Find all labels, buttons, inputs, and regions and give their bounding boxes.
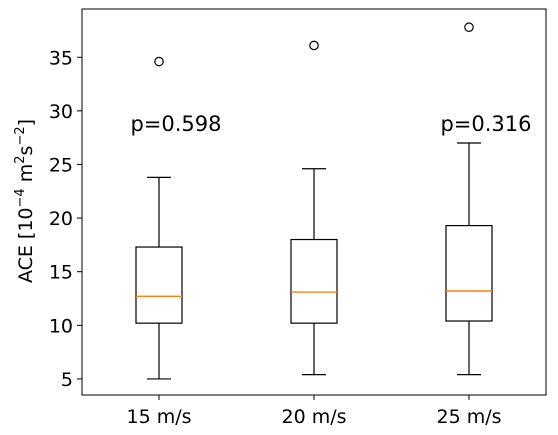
- x-tick-label: 25 m/s: [436, 406, 501, 428]
- box-group-0: [135, 56, 183, 380]
- p-value-annotation: p=0.598: [130, 112, 221, 136]
- y-axis-label-mid: m: [15, 164, 37, 189]
- y-tick-label: 25: [49, 154, 73, 176]
- y-axis-label-exp2: 2: [13, 155, 28, 163]
- y-tick-label: 30: [49, 101, 73, 123]
- y-axis-label-exp1: −4: [13, 188, 28, 207]
- y-tick-label: 10: [49, 315, 73, 337]
- plot-marks: p=0.598 p=0.316: [130, 22, 532, 380]
- outlier-point: [464, 22, 474, 33]
- box-group-2: [445, 22, 493, 376]
- y-tick-label: 15: [49, 262, 73, 284]
- iqr-box: [290, 238, 338, 324]
- box-group-1: [290, 40, 338, 376]
- y-tick-label: 5: [61, 369, 73, 391]
- y-axis-label-end: ]: [15, 119, 37, 126]
- y-axis-label-exp3: −2: [13, 126, 28, 145]
- y-axis-label: ACE [10−4 m2s−2]: [13, 119, 37, 283]
- y-tick-label: 20: [49, 208, 73, 230]
- outlier-point: [154, 56, 164, 67]
- iqr-box: [135, 246, 183, 324]
- y-tick-label: 35: [49, 47, 73, 69]
- iqr-box: [445, 224, 493, 322]
- x-tick-label: 20 m/s: [281, 406, 346, 428]
- y-axis-label-mid2: s: [15, 146, 37, 156]
- p-value-annotation: p=0.316: [440, 112, 531, 136]
- y-axis-label-base: ACE [10: [15, 207, 37, 283]
- x-tick-label: 15 m/s: [126, 406, 191, 428]
- outlier-point: [309, 40, 319, 51]
- axes: 5 10 15 20 25 30 35 15 m/s 20 m/s 25 m/s: [49, 8, 547, 428]
